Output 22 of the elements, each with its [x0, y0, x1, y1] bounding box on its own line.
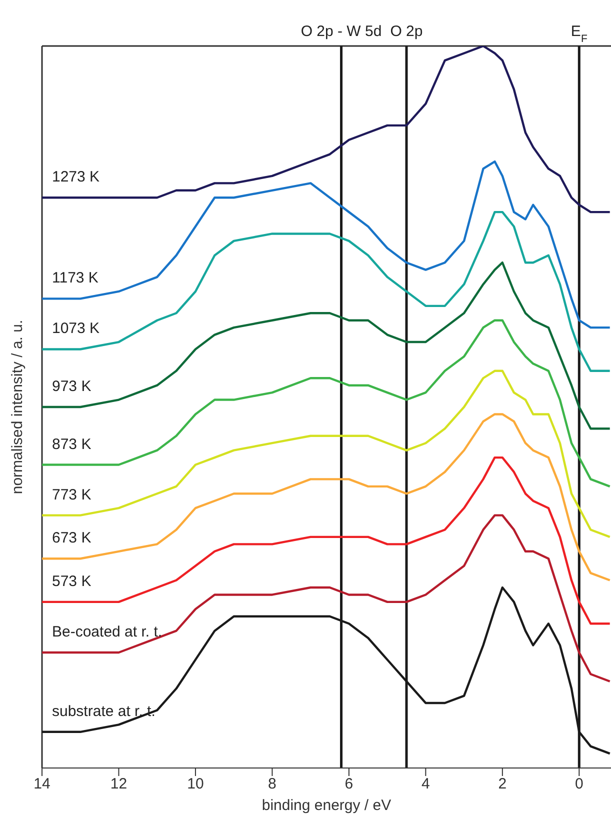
x-tick-label: 10 [187, 776, 204, 793]
x-axis-title: binding energy / eV [262, 797, 392, 814]
series-label: Be-coated at r. t. [52, 623, 162, 640]
x-tick-label: 14 [34, 776, 50, 793]
ref-line-label: E$_{F}$ [570, 23, 588, 45]
x-tick-label: 4 [422, 776, 430, 793]
x-tick-label: 8 [268, 776, 276, 793]
series-label: 973 K [52, 378, 92, 395]
x-tick-label: 12 [110, 776, 128, 793]
x-tick-label: 0 [574, 776, 584, 793]
series-label: 1073 K [52, 320, 100, 338]
y-axis-title: normalised intensity / a. u. [9, 320, 26, 494]
series-label: 1173 K [52, 270, 98, 287]
series-label: 673 K [52, 530, 92, 547]
x-tick-label: 2 [498, 776, 507, 793]
x-tick-label: 6 [344, 776, 354, 793]
series-label: 773 K [52, 486, 92, 504]
series-label: 1273 K [52, 168, 100, 186]
ref-line-label: O 2p [390, 23, 423, 40]
series-label: 573 K [52, 572, 92, 590]
ref-line-label: O 2p - W 5d [300, 23, 382, 40]
series-label: 873 K [52, 436, 92, 453]
